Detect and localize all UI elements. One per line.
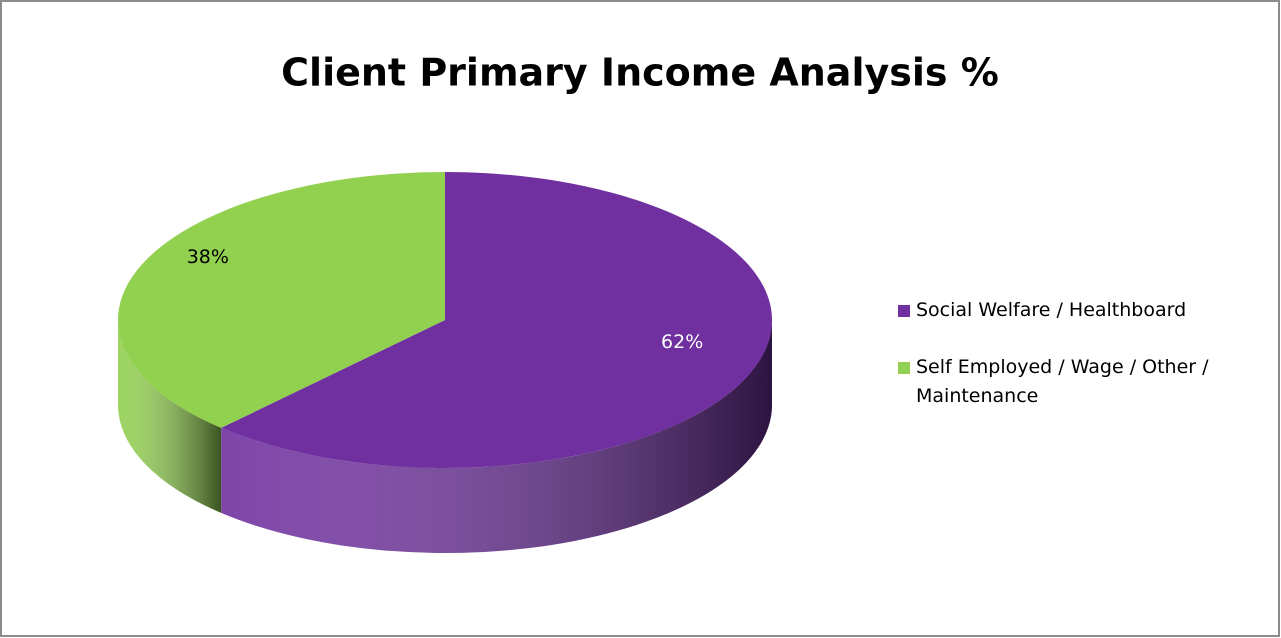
chart-title: Client Primary Income Analysis % bbox=[281, 51, 999, 95]
legend-swatch bbox=[898, 305, 910, 317]
legend-label: Social Welfare / Healthboard bbox=[916, 299, 1187, 321]
slice bbox=[221, 172, 772, 469]
legend-item: Self Employed / Wage / Other / Maintenan… bbox=[898, 353, 1258, 411]
data-label: 62% bbox=[661, 331, 703, 353]
legend-swatch bbox=[898, 362, 910, 374]
slice-side-shade bbox=[118, 320, 222, 513]
legend-label: Self Employed / Wage / Other / Maintenan… bbox=[916, 356, 1209, 407]
data-label: 38% bbox=[187, 246, 229, 268]
slice-side-shade bbox=[221, 320, 773, 553]
legend: Social Welfare / Healthboard Self Employe… bbox=[898, 296, 1258, 439]
slice bbox=[117, 172, 446, 428]
legend-item: Social Welfare / Healthboard bbox=[898, 296, 1258, 325]
